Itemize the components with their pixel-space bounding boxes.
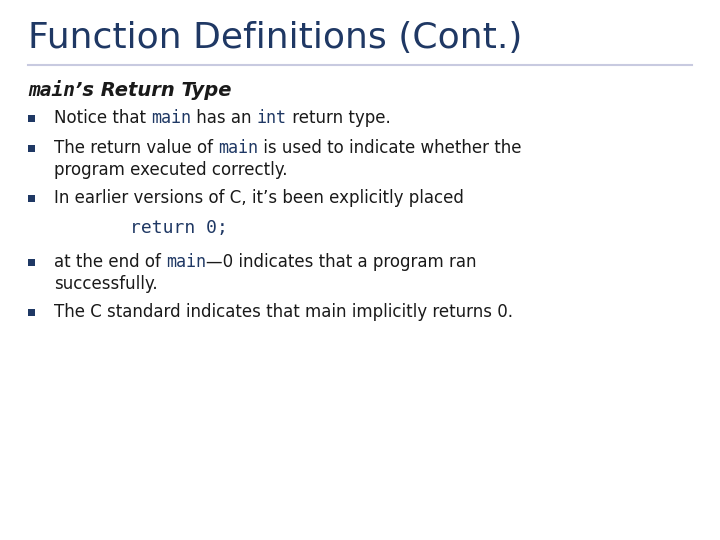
Text: return type.: return type. (287, 109, 391, 127)
Text: main: main (166, 253, 206, 271)
Text: ’s Return Type: ’s Return Type (75, 80, 232, 99)
Bar (28, 259, 35, 266)
Text: Notice that: Notice that (54, 109, 151, 127)
Text: return 0;: return 0; (130, 219, 228, 237)
Text: program executed correctly.: program executed correctly. (54, 161, 287, 179)
Text: successfully.: successfully. (54, 275, 158, 293)
Bar (28, 145, 35, 152)
Text: main: main (151, 109, 192, 127)
Bar (28, 114, 35, 122)
Text: main: main (218, 139, 258, 157)
Text: main: main (28, 80, 75, 99)
Text: int: int (257, 109, 287, 127)
Text: The C standard indicates that main implicitly returns 0.: The C standard indicates that main impli… (54, 303, 513, 321)
Text: Function Definitions (Cont.): Function Definitions (Cont.) (28, 21, 523, 55)
Bar (28, 308, 35, 315)
Text: is used to indicate whether the: is used to indicate whether the (258, 139, 522, 157)
Text: —0 indicates that a program ran: —0 indicates that a program ran (206, 253, 477, 271)
Text: at the end of: at the end of (54, 253, 166, 271)
Bar (28, 194, 35, 201)
Text: In earlier versions of C, it’s been explicitly placed: In earlier versions of C, it’s been expl… (54, 189, 464, 207)
Text: The return value of: The return value of (54, 139, 218, 157)
Text: has an: has an (192, 109, 257, 127)
